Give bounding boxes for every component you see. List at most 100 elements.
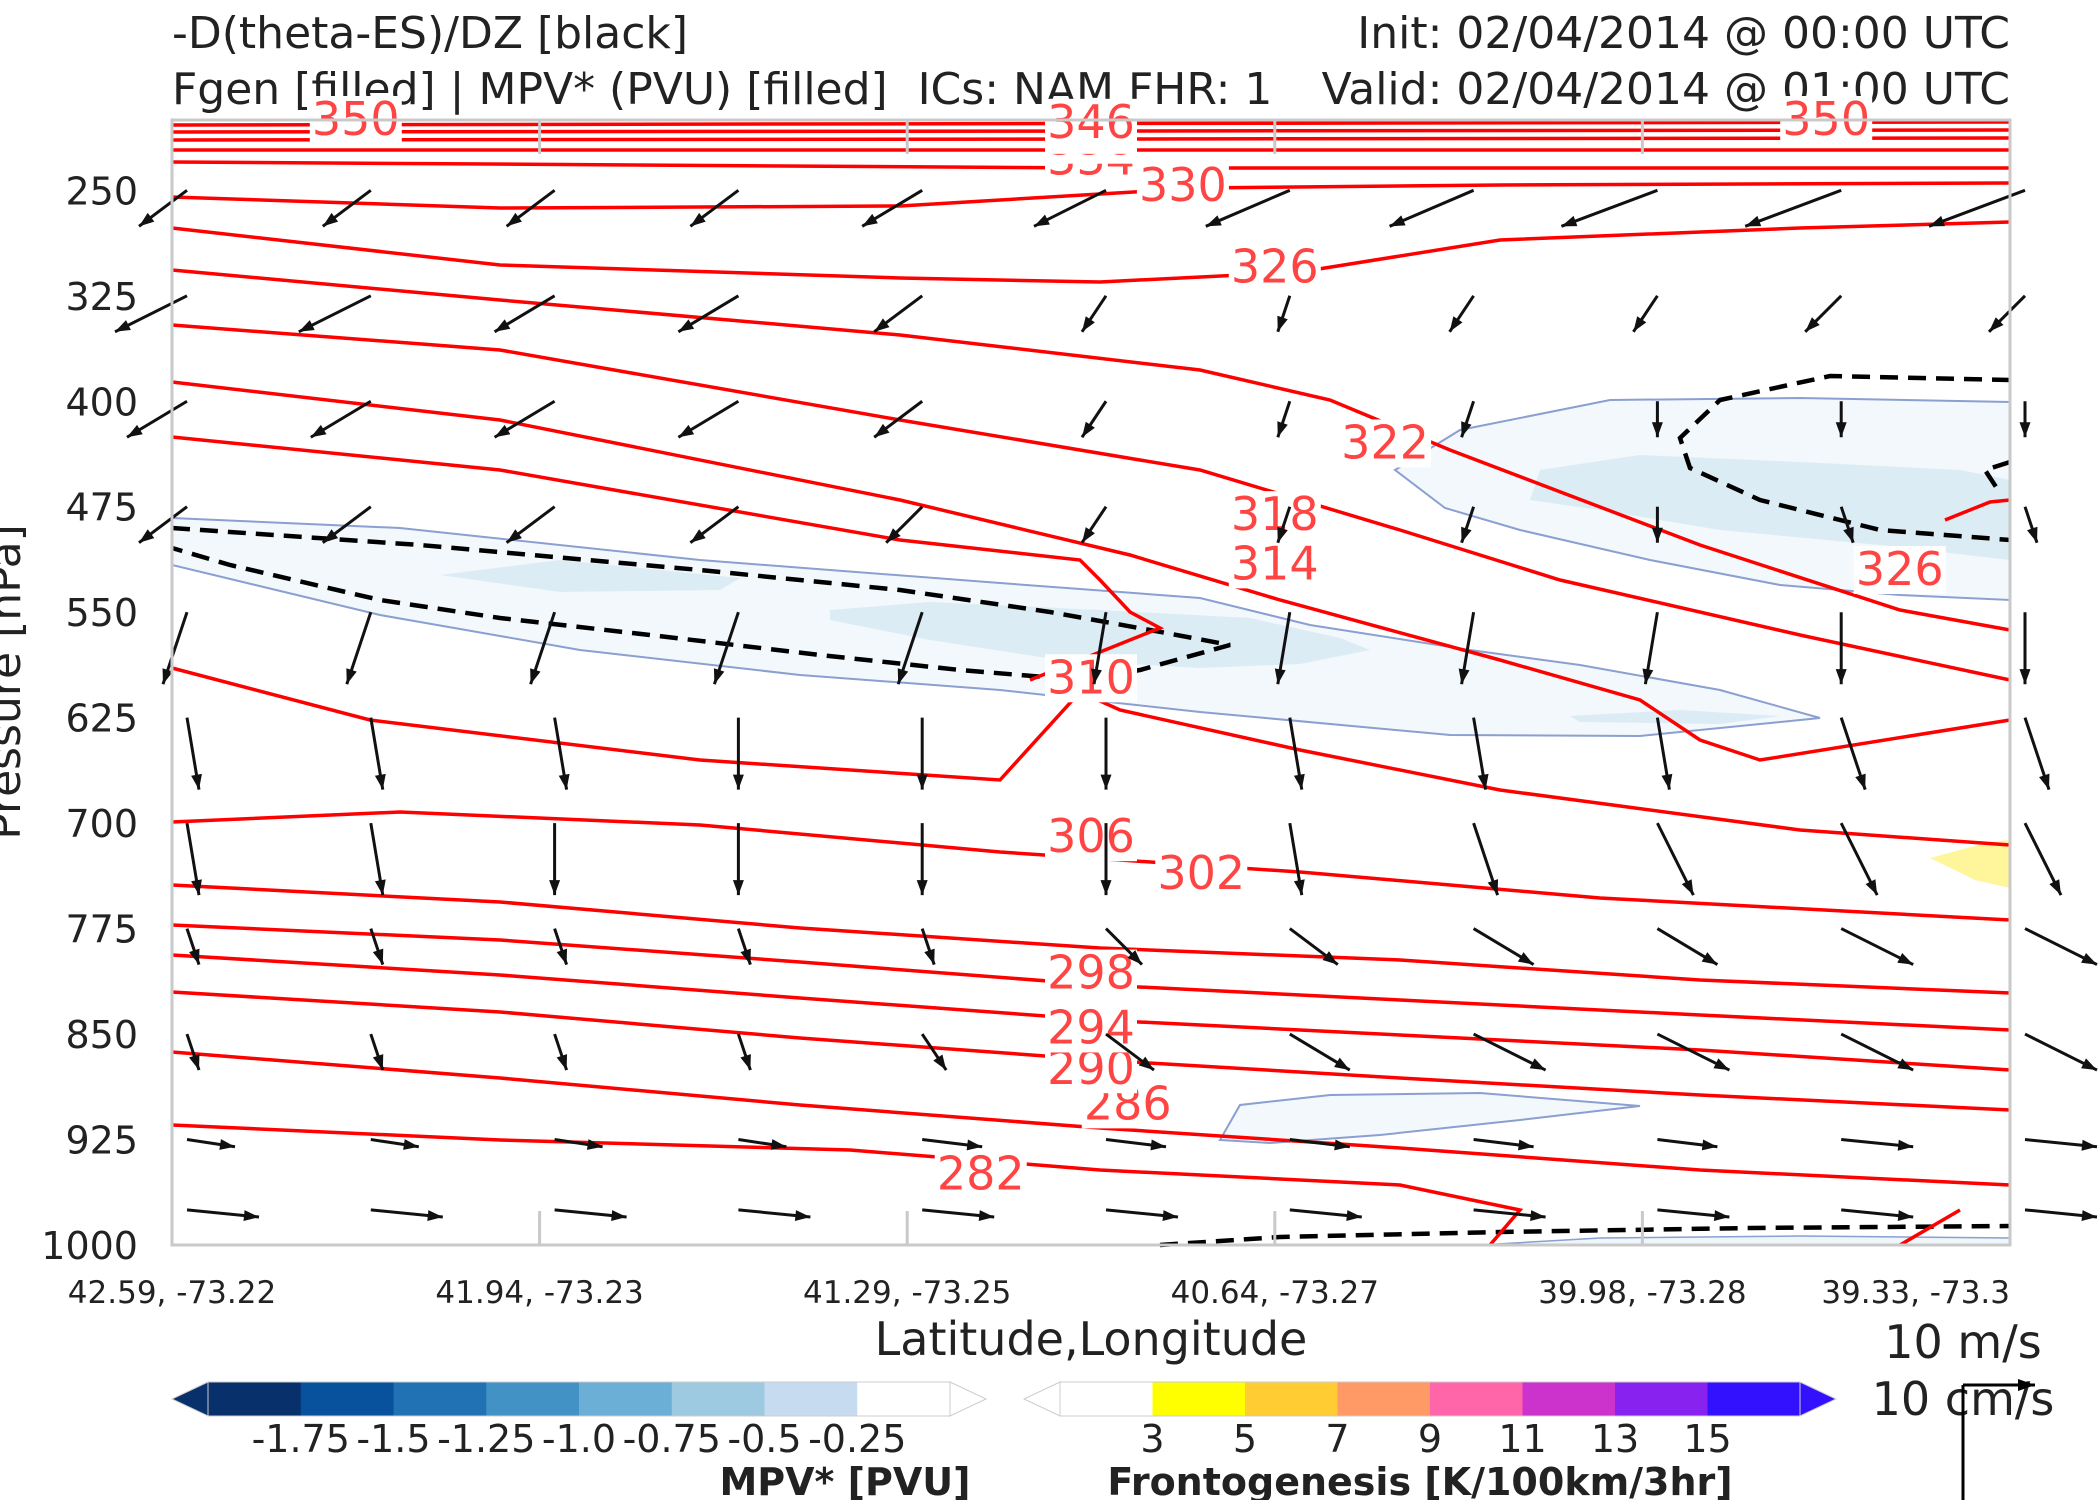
y-tick-label-1000: 1000 [41,1224,138,1268]
wind-vector-head [1642,668,1654,685]
y-axis-label: Pressure [hPa] [0,524,31,840]
fgen-colorbar-tick-6: 15 [1683,1417,1731,1461]
wind-vector-head [1487,879,1499,896]
wind-vector-head [1651,527,1663,543]
x-tick-label-2: 41.29, -73.25 [803,1275,1011,1311]
wind-vector-head [322,529,339,543]
theta-e-contour-326 [171,220,2011,284]
contour-label-bg-13 [1136,162,1229,211]
wind-vector-head [690,212,706,227]
wind-vector-head [1293,773,1305,790]
contour-label-bg-4 [1045,949,1137,998]
wind-vector-head [1138,1056,1154,1071]
mpv-colorbar-tick-6: -0.25 [808,1417,906,1461]
y-tick-label-775: 775 [65,908,138,952]
y-tick-label-475: 475 [65,486,138,530]
wind-vector-head [1661,773,1673,790]
wind-vector-head [162,668,173,685]
theta-e-contour-306 [171,810,2011,922]
mpv-region-mid-core [440,560,1780,724]
wind-vector-head [1651,422,1663,438]
fgen-filled-region [1930,840,2010,888]
fgen-colorbar-swatch-2 [1245,1382,1338,1416]
wind-vector-head [1713,1058,1730,1071]
contour-label-bg-11 [1228,243,1321,292]
mpv-colorbar-swatch-1 [300,1382,394,1416]
plot-frame [170,118,2012,1247]
wind-vector-head [874,318,890,332]
x-tick-label-1: 41.94, -73.23 [435,1275,643,1311]
contour-label-318: 318 [1231,487,1319,541]
theta-e-contours [171,120,2011,1247]
contour-label-326: 326 [1231,240,1319,294]
wind-vector-head [243,1210,259,1222]
wind-vectors [114,188,2098,1222]
wind-vector-head [298,320,315,332]
wind-vector-head [1897,1058,1914,1071]
wind-vector-head [115,320,131,332]
wind-vector-head [2081,1139,2097,1151]
wind-vector-shaft [1205,188,1291,228]
mpv-colorbar-swatch-2 [393,1382,487,1416]
wind-vector-head [1835,422,1847,438]
contour-label-306: 306 [1047,809,1135,863]
title-right-line-2: Valid: 02/04/2014 @ 01:00 UTC [1322,64,2010,115]
mpv-colorbar-swatch-0 [208,1382,302,1416]
wind-vector-head [549,880,561,896]
contour-label-282: 282 [937,1147,1025,1201]
contour-label-314: 314 [1231,536,1319,590]
title-left-line-2: Fgen [filled] | MPV* (PVU) [filled] [172,64,888,115]
wind-reference-arrowhead [2018,1379,2035,1391]
stability-contour-upper-right-small [1981,459,2011,492]
wind-vector-head [558,773,570,790]
fgen-colorbar-tick-5: 13 [1591,1417,1639,1461]
wind-vector-head [1633,316,1647,332]
wind-vector-head [1449,316,1463,332]
wind-vector-head [2081,1210,2097,1222]
fgen-colorbar: 3 5 7 9 11 13 15 [1022,1381,1838,1461]
mpv-colorbar-swatch-3 [486,1382,580,1416]
wind-vector-head [374,773,386,790]
wind-vector-head [372,1054,384,1071]
mpv-region-upper-right-core [1530,455,2010,560]
stability-contour-upper-right [1677,373,2011,543]
contour-label-302: 302 [1157,846,1245,900]
fgen-colorbar-swatch-6 [1615,1382,1708,1416]
contour-label-bg-0 [934,1150,1027,1199]
wind-vector-head [732,774,744,790]
wind-vector-head [1091,668,1102,685]
wind-vector-shaft [1744,188,1842,228]
wind-vector-head [1389,215,1406,227]
wind-vector-head [586,1139,603,1150]
wind-vector-shaft [1560,188,1658,228]
theta-e-contour-labels: 2822862902942983023063103143183223263263… [309,92,1946,1201]
wind-vector-head [219,1139,235,1150]
fgen-colorbar-extend-left [1022,1381,1061,1417]
wind-vector-head [1477,773,1489,790]
wind-vector-head [1082,316,1095,332]
wind-vector-head [740,948,751,965]
wind-vector-head [2027,526,2038,543]
wind-vector-head [127,424,143,438]
y-tick-label-850: 850 [65,1013,138,1057]
wind-vector-head [2039,773,2050,790]
wind-vector-head [374,879,386,896]
wind-vector-head [874,423,890,438]
contour-label-326: 326 [1856,542,1944,596]
wind-vector-head [713,668,725,685]
fgen-colorbar-tick-4: 11 [1498,1417,1546,1461]
wind-vector-head [933,1054,947,1071]
y-tick-label-625: 625 [65,697,138,741]
theta-e-contour-282 [171,1123,1524,1247]
wind-reference-label-1: 10 m/s [1884,1315,2041,1369]
wind-vector-head [1082,527,1095,543]
x-axis-ticks: 42.59, -73.22 41.94, -73.23 41.29, -73.25 4… [68,120,2012,1311]
mpv-colorbar-swatch-6 [764,1382,858,1416]
wind-vector-head [862,213,878,227]
wind-vector-head [372,948,384,965]
wind-vector-head [1277,421,1288,438]
wind-vector-head [2081,952,2097,965]
wind-vector-head [1835,669,1847,685]
mpv-colorbar-extend-left [170,1381,209,1417]
